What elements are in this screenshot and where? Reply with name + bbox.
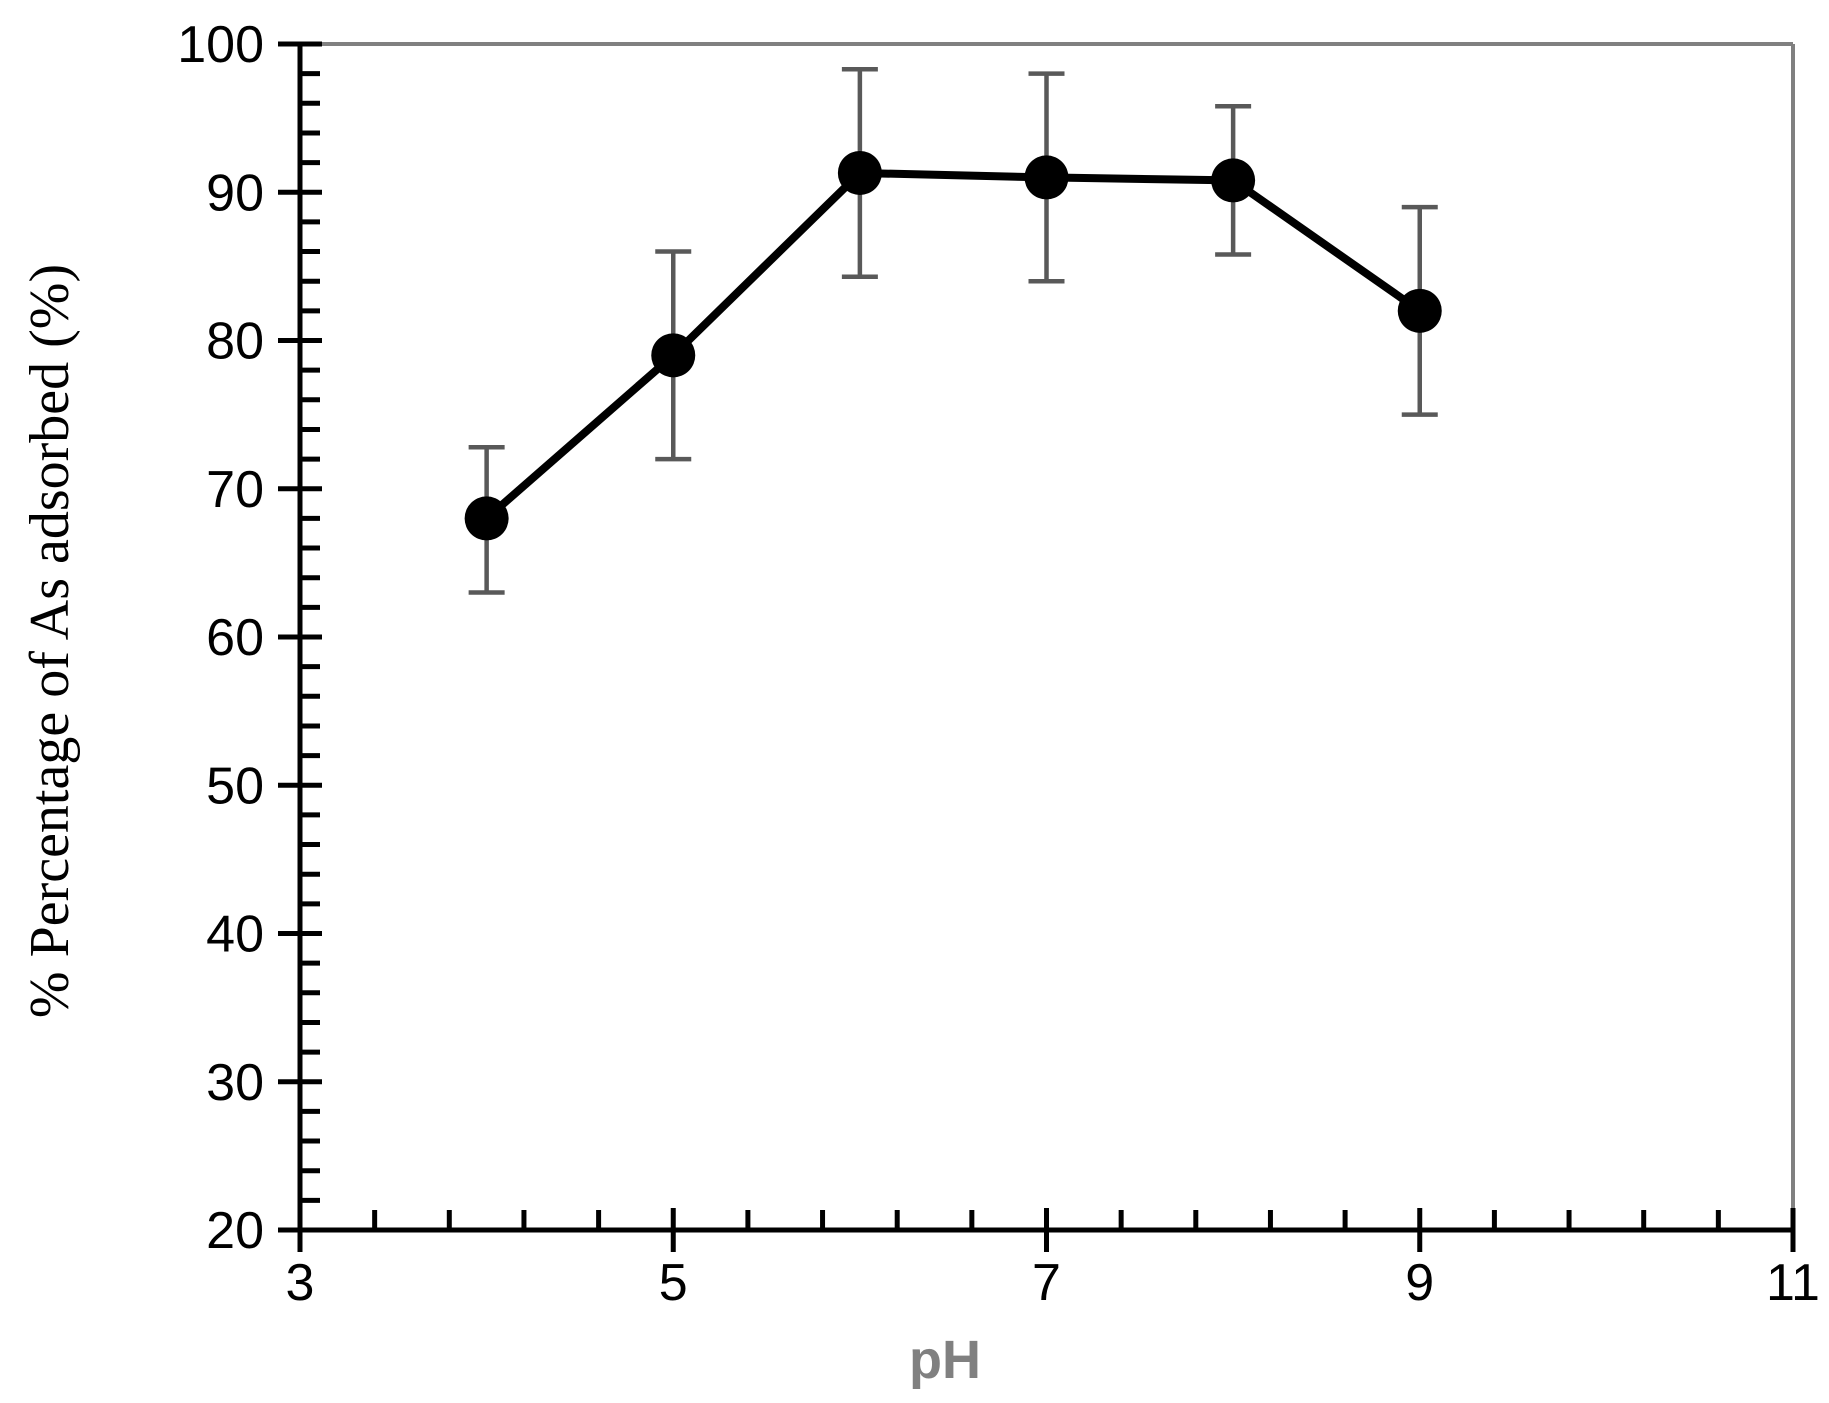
y-tick-label: 30 (206, 1054, 264, 1112)
y-tick-label: 100 (177, 16, 264, 74)
plot-frame (300, 42, 1795, 1230)
data-point (464, 496, 509, 541)
data-point (1211, 158, 1256, 203)
tick-labels: 20 30 40 50 60 70 80 90 100 3 5 7 9 11 (177, 16, 1820, 1312)
x-tick-label: 5 (659, 1254, 688, 1312)
x-tick-label: 3 (286, 1254, 315, 1312)
data-point (1024, 155, 1069, 200)
y-axis-title: % Percentage of As adsorbed (%) (19, 264, 81, 1018)
series-line (483, 168, 1423, 522)
x-axis-title: pH (909, 1330, 981, 1390)
y-tick-label: 80 (206, 313, 264, 371)
data-points (464, 150, 1442, 541)
y-tick-label: 40 (206, 906, 264, 964)
y-tick-label: 90 (206, 164, 264, 222)
y-tick-label: 50 (206, 757, 264, 815)
series-lines (483, 168, 1423, 522)
data-point (651, 333, 696, 378)
x-tick-label: 9 (1405, 1254, 1434, 1312)
x-tick-label: 7 (1032, 1254, 1061, 1312)
data-point (1397, 288, 1442, 333)
y-tick-label: 70 (206, 461, 264, 519)
data-point (837, 150, 882, 195)
axes (278, 41, 1796, 1252)
y-tick-label: 60 (206, 609, 264, 667)
y-tick-label: 20 (206, 1202, 264, 1260)
error-bars (468, 66, 1438, 595)
x-tick-label: 11 (1766, 1254, 1820, 1312)
